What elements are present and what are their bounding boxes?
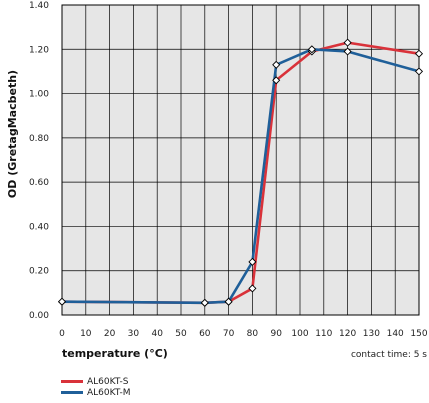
x-tick-label: 70 — [223, 329, 235, 339]
y-axis-title: OD (GretagMacbeth) — [6, 70, 19, 198]
y-tick-label: 0.20 — [29, 267, 49, 277]
legend-label: AL60KT-S — [87, 376, 129, 387]
data-point-al60kt-m — [343, 47, 352, 56]
x-axis-ticks: 0 10 20 30 40 50 60 70 80 90 100 110 120 130 140 150 — [59, 329, 428, 339]
x-tick-label: 20 — [104, 329, 116, 339]
y-tick-label: 0.00 — [29, 311, 49, 321]
x-tick-label: 130 — [363, 329, 380, 339]
data-point-al60kt-m — [248, 257, 257, 266]
series-lines — [61, 41, 420, 305]
legend: AL60KT-S AL60KT-M — [61, 376, 131, 398]
y-tick-label: 0.40 — [29, 222, 49, 232]
data-point-al60kt-m — [414, 67, 424, 76]
legend-swatch-blue — [61, 391, 83, 394]
x-tick-label: 50 — [175, 329, 187, 339]
legend-label: AL60KT-M — [87, 387, 131, 398]
y-tick-label: 0.60 — [29, 178, 49, 188]
x-tick-label: 10 — [80, 329, 92, 339]
x-tick-label: 90 — [270, 329, 282, 339]
x-tick-label: 120 — [339, 329, 356, 339]
legend-swatch-red — [61, 380, 83, 383]
data-markers — [57, 38, 424, 307]
series-line-al60kt-m — [61, 47, 420, 305]
x-tick-label: 30 — [128, 329, 140, 339]
legend-item-al60kt-m: AL60KT-M — [61, 387, 131, 398]
y-axis-ticks: 0.00 0.20 0.40 0.60 0.80 1.00 1.20 1.40 — [29, 1, 49, 321]
x-tick-label: 0 — [59, 329, 65, 339]
data-point-al60kt-s — [272, 76, 281, 85]
plot-area — [61, 4, 420, 316]
x-tick-label: 40 — [151, 329, 163, 339]
contact-time-note: contact time: 5 s — [351, 350, 427, 360]
y-tick-label: 1.40 — [29, 1, 49, 11]
data-point-al60kt-s — [248, 284, 257, 293]
data-point-al60kt-m — [57, 297, 67, 306]
data-point-al60kt-m — [272, 60, 281, 69]
y-tick-label: 0.80 — [29, 134, 49, 144]
x-tick-label: 150 — [410, 329, 427, 339]
data-point-al60kt-m — [224, 297, 233, 306]
data-point-al60kt-s — [343, 38, 352, 47]
y-tick-label: 1.00 — [29, 90, 49, 100]
y-tick-label: 1.20 — [29, 45, 49, 55]
x-tick-label: 110 — [315, 329, 332, 339]
x-tick-label: 140 — [387, 329, 404, 339]
x-tick-label: 100 — [291, 329, 308, 339]
data-point-al60kt-s — [414, 49, 424, 58]
grid — [62, 5, 419, 315]
x-tick-label: 60 — [199, 329, 211, 339]
data-point-al60kt-m — [307, 45, 316, 54]
legend-item-al60kt-s: AL60KT-S — [61, 376, 131, 387]
data-point-al60kt-m — [200, 298, 209, 307]
x-axis-title: temperature (°C) — [62, 347, 168, 360]
x-tick-label: 80 — [247, 329, 259, 339]
